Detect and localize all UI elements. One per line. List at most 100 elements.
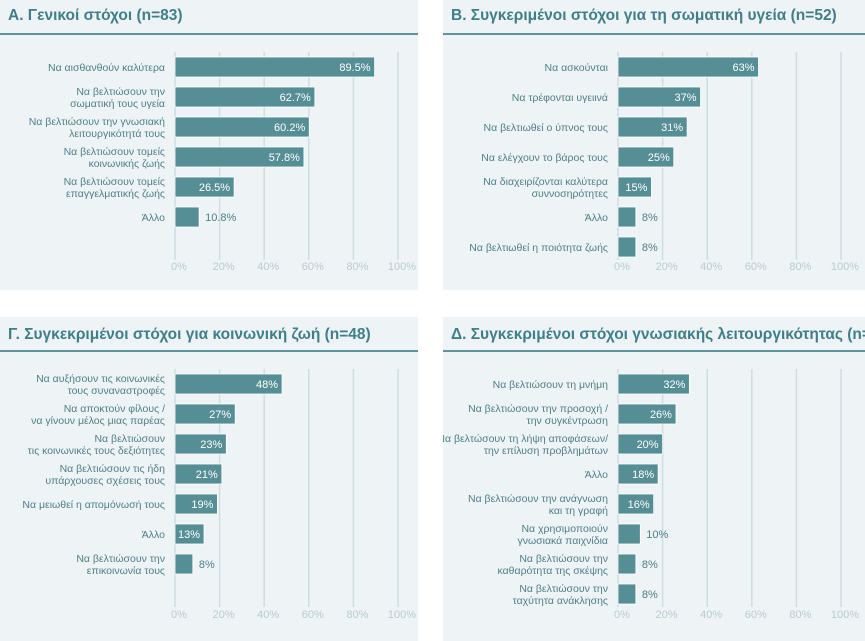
category-label: Να αποκτούν φίλους / [64, 403, 165, 415]
bar-value-label: 32% [663, 379, 685, 391]
x-tick-label: 20% [656, 609, 678, 621]
title-divider [0, 350, 418, 352]
category-label: Να βελτιώσουν [94, 433, 165, 445]
category-label: τους συναναστροφές [68, 385, 165, 397]
chart-title: Α. Γενικοί στόχοι (n=83) [8, 7, 183, 24]
bar-chart: 0% 20% 40% 60% 80% 100% 89.5% Να αισθανθούν καλ… [29, 52, 416, 273]
chart-title: Β. Συγκεριμένοι στόχοι για τη σωματική υ… [451, 7, 837, 24]
category-label: Άλλο [142, 529, 165, 541]
category-label: Να χρησιμοποιούν [521, 523, 608, 535]
x-tick-label: 40% [257, 261, 279, 273]
bar [617, 56, 759, 78]
category-label: Να τρέφονται υγειινά [512, 92, 608, 104]
panel-general-goals: Α. Γενικοί στόχοι (n=83) 0% 20% 40% 60% 80% 1… [0, 0, 418, 290]
bar [174, 146, 305, 168]
chart-title: Δ. Συγκεκριμένοι στόχοι γνωσιακής λειτου… [451, 326, 865, 343]
category-label: Να βελτιώσουν τη μνήμη [493, 379, 609, 391]
bar [617, 403, 677, 425]
bar-value-label: 31% [661, 122, 683, 134]
bar-value-label: 27% [209, 409, 231, 421]
bar-value-label: 10.8% [205, 212, 236, 224]
bar-value-label: 26.5% [199, 182, 230, 194]
category-label: Να βελτιώσουν την [519, 553, 608, 565]
bar-value-label: 8% [642, 559, 658, 571]
bar [617, 86, 701, 108]
x-tick-label: 60% [302, 609, 324, 621]
x-tick-label: 0% [614, 261, 630, 273]
category-label: Να ασκούνται [545, 62, 609, 74]
bar-value-label: 25% [648, 152, 670, 164]
bar-chart: 0% 20% 40% 60% 80% 100% 32% Να βελτιώσουν τη μν… [443, 369, 859, 621]
bar-value-label: 8% [642, 242, 658, 254]
bar-value-label: 8% [642, 589, 658, 601]
category-label: Να βελτιώσουν τομείς [64, 176, 165, 188]
x-tick-label: 20% [656, 261, 678, 273]
bar [617, 493, 655, 515]
bar [617, 463, 659, 485]
bar [617, 146, 675, 168]
category-label: και τη γραφή [549, 505, 608, 517]
bar-value-label: 20% [637, 439, 659, 451]
x-tick-label: 0% [614, 609, 630, 621]
bar-value-label: 23% [200, 439, 222, 451]
title-divider [443, 33, 865, 35]
bar [617, 206, 637, 228]
x-tick-label: 60% [302, 261, 324, 273]
category-label: καθαρότητα της σκέψης [497, 565, 608, 577]
category-label: Να βελτιώσουν την γνωσιακή [29, 116, 165, 128]
bar [174, 523, 205, 545]
category-label: Να βελτιώσουν τομείς [64, 146, 165, 158]
bar [617, 433, 663, 455]
x-tick-label: 60% [745, 609, 767, 621]
bar-value-label: 57.8% [269, 152, 300, 164]
bar-value-label: 26% [650, 409, 672, 421]
category-label: Άλλο [585, 212, 608, 224]
category-label: Να βελτιώσουν την ανάγνωση [468, 493, 608, 505]
bar-chart: 0% 20% 40% 60% 80% 100% 48% Να αυξήσουν τις κοι… [22, 369, 416, 621]
category-label: την επίλυση προβλημάτων [484, 445, 608, 457]
bar-value-label: 89.5% [339, 62, 370, 74]
x-tick-label: 80% [789, 261, 811, 273]
bar-value-label: 63% [732, 62, 754, 74]
bar-value-label: 48% [256, 379, 278, 391]
bar [174, 463, 223, 485]
bar-value-label: 15% [625, 182, 647, 194]
bar [174, 86, 316, 108]
category-label: Να μειωθεί η απομόνωσή τους [22, 499, 165, 511]
bar [617, 583, 637, 605]
category-label: ταχύτητα ανάκλησης [513, 595, 608, 607]
category-label: Να βελτιώσουν την προσοχή / [468, 403, 608, 415]
bar [174, 206, 200, 228]
bar [174, 493, 218, 515]
category-label: υπάρχουσες σχέσεις τους [45, 475, 165, 487]
category-label: συννοσηρότητες [532, 188, 608, 200]
panel-cognitive-goals: Δ. Συγκεκριμένοι στόχοι γνωσιακής λειτου… [443, 317, 865, 641]
panel-social-life-goals: Γ. Συγκεκριμένοι στόχοι για κοινωνική ζω… [0, 317, 418, 641]
x-tick-label: 40% [700, 609, 722, 621]
bar [174, 56, 375, 78]
category-label: Να διαχειρίζονται καλύτερα [483, 176, 608, 188]
category-label: επαγγελματικής ζωής [66, 188, 165, 200]
category-label: Να βελτιώσουν την [519, 583, 608, 595]
category-label: την συγκέντρωση [527, 415, 609, 427]
bar [174, 176, 235, 198]
category-label: λειτουργικότητά τους [69, 128, 165, 140]
bar [174, 553, 194, 575]
x-tick-label: 40% [700, 261, 722, 273]
bar [174, 116, 310, 138]
category-label: επικοινωνία τους [87, 565, 165, 577]
category-label: να γίνουν μέλος μιας παρέας [31, 415, 165, 427]
category-label: κοινωνικής ζωής [89, 158, 165, 170]
title-divider [443, 350, 865, 352]
x-tick-label: 60% [745, 261, 767, 273]
category-label: σωματική τους υγεία [70, 98, 165, 110]
category-label: τις κοινωνικές τους δεξιότητες [28, 445, 165, 457]
bar [617, 176, 652, 198]
category-label: Να αισθανθούν καλύτερα [48, 62, 165, 74]
x-tick-label: 0% [171, 261, 187, 273]
bar-value-label: 8% [199, 559, 215, 571]
category-label: γνωσιακά παιχνίδια [517, 535, 608, 547]
category-label: Να αυξήσουν τις κοινωνικές [36, 373, 165, 385]
bar-value-label: 16% [628, 499, 650, 511]
bar-chart: 0% 20% 40% 60% 80% 100% 63% Να ασκούνται 37% Να τ… [469, 52, 859, 273]
